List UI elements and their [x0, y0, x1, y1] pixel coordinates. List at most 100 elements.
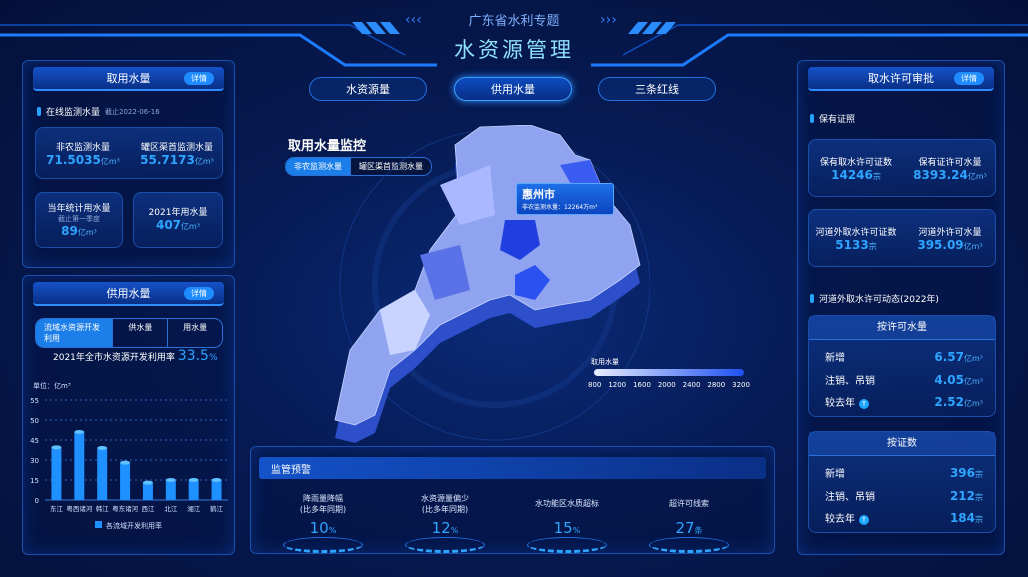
panel-title: 监管预警 [271, 465, 311, 476]
toggle-canal[interactable]: 罐区渠首监测水量 [351, 158, 431, 175]
row-unit: 宗 [975, 492, 983, 502]
utilization-rate: 2021年全市水资源开发利用率 33.5% [53, 348, 218, 364]
y-tick-label: 30 [30, 457, 39, 465]
segment-basin[interactable]: 流域水资源开发利用 [36, 319, 114, 347]
panel-header: 监管预警 [259, 457, 766, 479]
row-new: 新增 6.57亿m³ [825, 349, 983, 365]
x-tick-label: 西江 [141, 505, 155, 513]
row-label: 注销、吊销 [825, 376, 875, 387]
card-note: 截止第一季度 [58, 215, 100, 223]
row-label: 较去年 [825, 514, 855, 525]
warning-value: 12 [431, 519, 451, 537]
bar[interactable] [142, 482, 153, 500]
panel-header: 取用水量 详情 [33, 67, 224, 91]
legend-swatch [95, 521, 102, 528]
detail-button[interactable]: 详情 [184, 72, 214, 85]
bar[interactable] [188, 480, 199, 500]
rate-unit: % [208, 353, 218, 363]
bar[interactable] [120, 462, 131, 500]
tab-three-red-lines[interactable]: 三条红线 [598, 77, 716, 101]
bar-cap [74, 430, 85, 434]
warning-label: 水资源量偏少 [421, 494, 469, 503]
row-new: 新增 396宗 [825, 465, 983, 481]
tab-supply-use[interactable]: 供用水量 [454, 77, 572, 101]
monitor-card: 非农监测水量 71.5035亿m³ 罐区渠首监测水量 55.7173亿m³ [35, 127, 223, 179]
map-region-huizhou-neighbor[interactable] [500, 220, 540, 260]
header-subtitle: 广东省水利专题 [468, 14, 560, 29]
bar[interactable] [165, 480, 176, 500]
warning-unit: % [328, 526, 337, 535]
permit-approval-panel: 取水许可审批 详情 保有证照 保有取水许可证数 14246宗 保有证许可水量 8393… [797, 60, 1005, 555]
x-tick-label: 韩江 [96, 504, 110, 513]
detail-button[interactable]: 详情 [954, 72, 984, 85]
offstream-permit-card: 河道外取水许可证数 5133宗 河道外许可水量 395.09亿m³ [808, 209, 996, 267]
row-value: 2.52 [934, 394, 964, 409]
box-title: 按证数 [809, 432, 995, 456]
toggle-non-agri[interactable]: 非农监测水量 [286, 158, 351, 175]
chevron-right-icon: ››› [600, 12, 617, 28]
segment-use[interactable]: 用水量 [183, 323, 208, 332]
legend-gradient [594, 369, 744, 376]
supply-use-panel: 供用水量 详情 流域水资源开发利用 供水量 用水量 2021年全市水资源开发利用率… [22, 275, 235, 555]
section-title: 在线监测水量 [46, 108, 101, 118]
legend-tick: 2000 [657, 381, 676, 389]
map-title: 取用水量监控 [288, 139, 367, 154]
card-unit: 亿m³ [181, 222, 201, 231]
warning-unit: % [450, 526, 459, 535]
bar[interactable] [97, 448, 108, 500]
map-region[interactable] [440, 165, 495, 225]
legend-tick: 800 [588, 381, 602, 389]
card-label: 非农监测水量 [55, 143, 110, 153]
warning-value: 15 [553, 519, 573, 537]
box-title: 按许可水量 [809, 316, 995, 340]
map-region[interactable] [380, 290, 430, 355]
card-unit: 亿m³ [77, 228, 97, 237]
y-tick-label: 0 [35, 497, 39, 505]
card-label: 河道外取水许可证数 [815, 228, 897, 238]
warning-water-resources: 水资源量偏少 (比多年同期) 12% [390, 493, 500, 553]
row-value: 184 [949, 510, 975, 525]
card-value: 55.7173 [140, 153, 195, 167]
arrow-up-icon: ↑ [859, 515, 869, 525]
row-value: 6.57 [934, 349, 964, 364]
ring-decoration [527, 537, 607, 553]
section-title: 河道外取水许可动态(2022年) [819, 295, 939, 305]
row-label: 较去年 [825, 398, 855, 409]
bar[interactable] [51, 447, 62, 500]
bar-cap [165, 478, 176, 482]
row-value: 396 [949, 465, 975, 480]
year-2021-card: 2021年用水量 407亿m³ [133, 192, 223, 248]
card-label: 保有证许可水量 [918, 158, 982, 168]
bar-cap [211, 478, 222, 482]
row-unit: 亿m³ [964, 376, 983, 386]
card-unit: 宗 [868, 242, 877, 251]
rate-label: 2021年全市水资源开发利用率 [53, 353, 175, 363]
y-tick-label: 50 [30, 417, 39, 425]
by-count-box: 按证数 新增 396宗 注销、吊销 212宗 较去年 ↑ 184宗 [808, 431, 996, 533]
warning-sublabel: (比多年同期) [421, 505, 469, 514]
row-yoy: 较去年 ↑ 2.52亿m³ [825, 394, 983, 409]
row-unit: 亿m³ [964, 398, 983, 408]
guangdong-map[interactable] [320, 125, 650, 445]
detail-button[interactable]: 详情 [184, 287, 214, 300]
row-label: 新增 [825, 353, 845, 364]
bar[interactable] [74, 432, 85, 500]
row-unit: 宗 [975, 514, 983, 524]
y-tick-label: 45 [30, 437, 39, 445]
segment-supply[interactable]: 供水量 [113, 319, 169, 347]
map-region[interactable] [515, 265, 550, 300]
row-label: 新增 [825, 469, 845, 480]
row-value: 212 [949, 488, 975, 503]
legend-ticks: 800 1200 1600 2000 2400 2800 3200 [588, 381, 750, 389]
warning-label: 降雨量降幅 [303, 494, 343, 503]
map-region[interactable] [420, 245, 470, 300]
arrow-up-icon: ↑ [859, 399, 869, 409]
x-tick-label: 北江 [164, 505, 178, 513]
y-tick-label: 55 [30, 397, 39, 405]
tooltip-label: 非农监测水量： [522, 204, 565, 211]
water-intake-panel: 取用水量 详情 在线监测水量 截止2022-06-16 非农监测水量 71.5035亿… [22, 60, 235, 268]
bar[interactable] [211, 480, 222, 500]
tooltip-value: 12264万m³ [564, 204, 598, 211]
card-value: 407 [155, 218, 182, 232]
tab-water-resources[interactable]: 水资源量 [309, 77, 427, 101]
